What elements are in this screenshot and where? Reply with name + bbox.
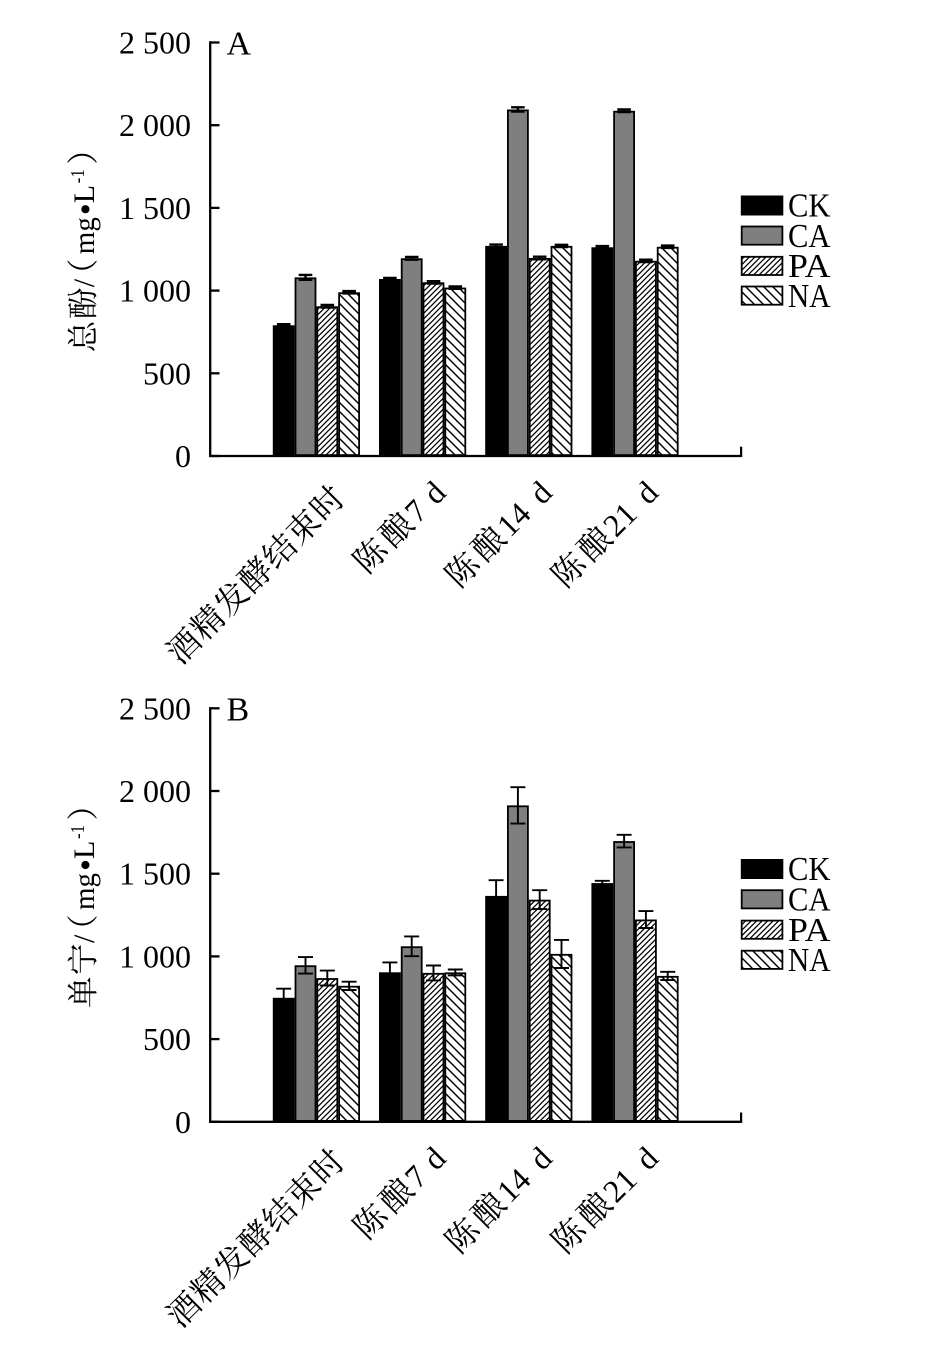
svg-text:500: 500 bbox=[143, 1021, 191, 1057]
svg-text:L: L bbox=[68, 841, 101, 859]
svg-text:1 500: 1 500 bbox=[119, 190, 191, 226]
svg-text:L: L bbox=[68, 185, 101, 203]
svg-text:1 000: 1 000 bbox=[119, 938, 191, 974]
svg-text:1 500: 1 500 bbox=[119, 856, 191, 892]
svg-text:/: / bbox=[68, 934, 101, 943]
svg-text:-1: -1 bbox=[67, 825, 89, 839]
svg-text:PA: PA bbox=[788, 248, 831, 285]
svg-text:2 500: 2 500 bbox=[119, 690, 191, 726]
svg-text:A: A bbox=[227, 26, 252, 63]
svg-text:CK: CK bbox=[788, 188, 831, 225]
svg-text:2 000: 2 000 bbox=[119, 107, 191, 143]
svg-text:NA: NA bbox=[788, 278, 831, 315]
svg-text:2 500: 2 500 bbox=[119, 25, 191, 61]
svg-text:500: 500 bbox=[143, 355, 191, 391]
svg-text:CA: CA bbox=[788, 218, 831, 255]
svg-text:-1: -1 bbox=[67, 169, 89, 183]
svg-text:1 000: 1 000 bbox=[119, 273, 191, 309]
svg-text:0: 0 bbox=[175, 1104, 191, 1140]
svg-text:0: 0 bbox=[175, 438, 191, 474]
svg-text:B: B bbox=[227, 692, 250, 729]
svg-text:mg: mg bbox=[68, 217, 101, 254]
svg-text:/: / bbox=[68, 278, 101, 287]
svg-text:2 000: 2 000 bbox=[119, 773, 191, 809]
svg-text:mg: mg bbox=[68, 873, 101, 910]
svg-text:PA: PA bbox=[788, 912, 831, 949]
svg-text:CK: CK bbox=[788, 851, 831, 888]
svg-text:CA: CA bbox=[788, 882, 831, 919]
svg-text:NA: NA bbox=[788, 942, 831, 979]
